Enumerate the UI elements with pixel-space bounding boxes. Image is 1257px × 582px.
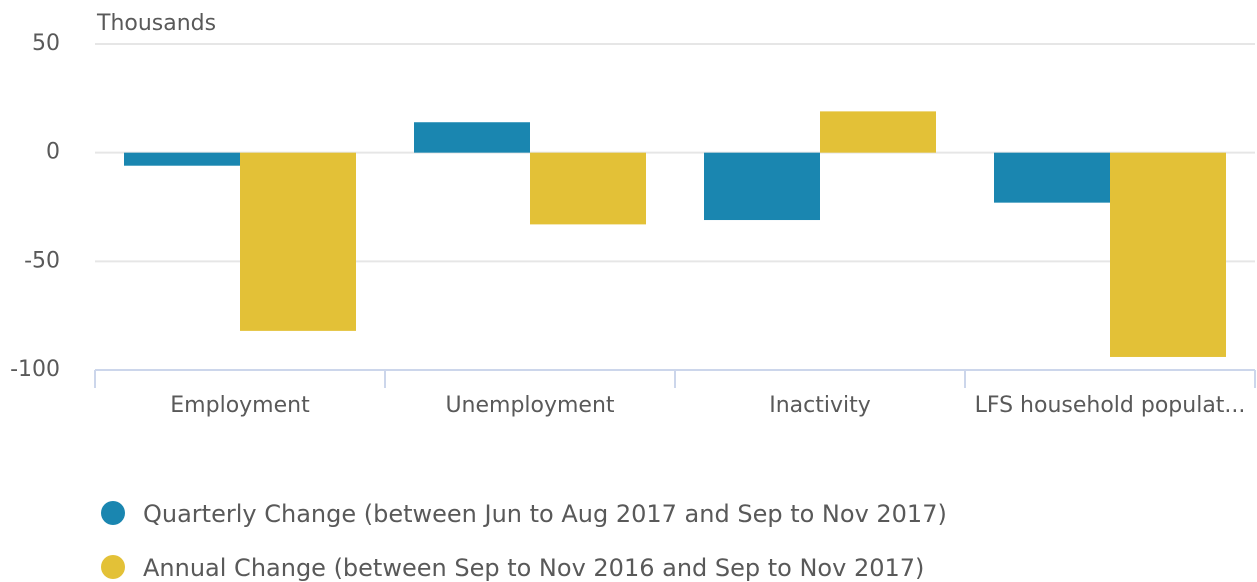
bar [704,152,820,221]
bar [1110,152,1226,357]
bar [530,152,646,225]
y-axis-label: Thousands [96,11,216,36]
x-tick-label: Inactivity [769,393,871,418]
bar [124,152,240,166]
bar [240,152,356,331]
bar [414,122,530,153]
y-tick-label: -50 [24,248,60,273]
bar [994,152,1110,203]
legend-label: Quarterly Change (between Jun to Aug 201… [143,500,947,528]
legend-marker [101,555,125,579]
y-tick-label: 0 [46,140,60,165]
legend-marker [101,501,125,525]
x-tick-label: LFS household populat... [975,393,1246,418]
x-tick-label: Unemployment [445,393,614,418]
legend-label: Annual Change (between Sep to Nov 2016 a… [143,554,924,582]
x-tick-label: Employment [170,393,310,418]
y-tick-label: -100 [10,357,60,382]
bar [820,111,936,153]
y-tick-label: 50 [32,31,60,56]
